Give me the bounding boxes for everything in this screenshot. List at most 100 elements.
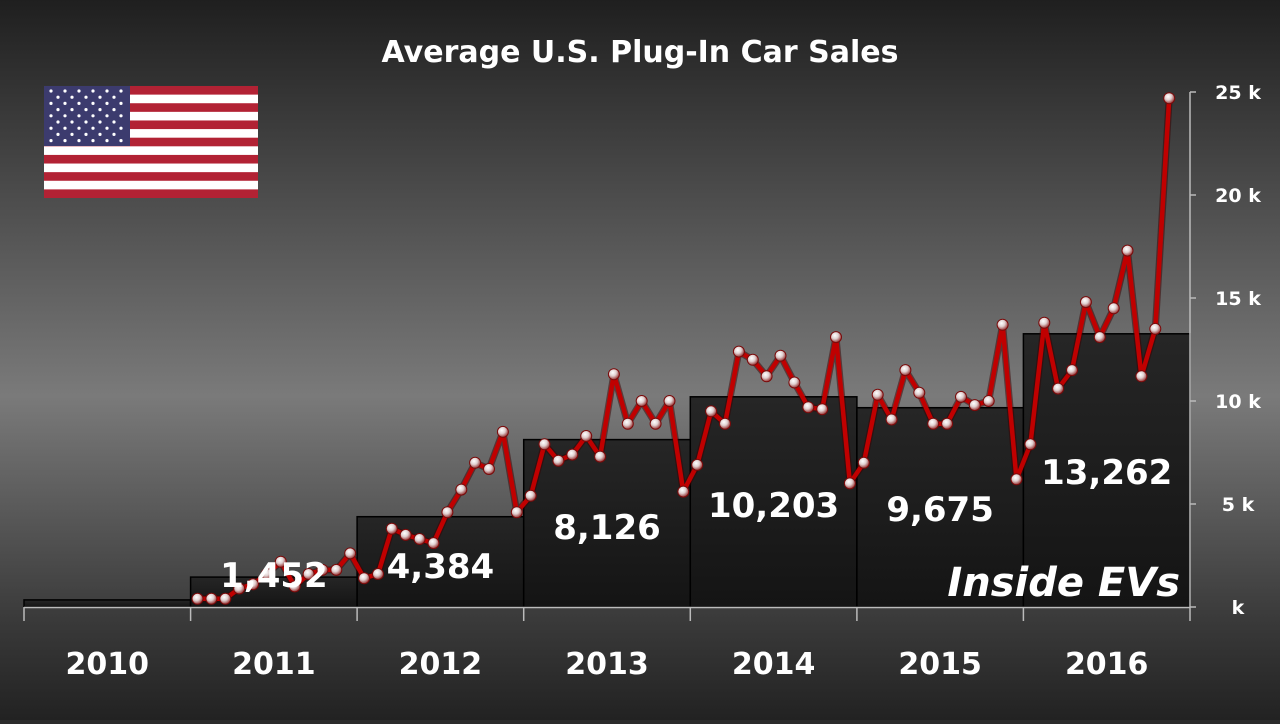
monthly-sales-point [1024, 438, 1037, 451]
monthly-sales-point [941, 417, 954, 430]
monthly-sales-point [1135, 370, 1148, 383]
axes: 2010 2011 2012 2013 2014 2015 2016 k 5 k 10 k 15 k… [23, 82, 1261, 682]
monthly-sales-point [816, 403, 829, 416]
monthly-sales-point [496, 425, 509, 438]
monthly-sales-point [219, 592, 232, 605]
monthly-sales-point [566, 448, 579, 461]
monthly-sales-point [746, 353, 759, 366]
monthly-sales-point [385, 522, 398, 535]
monthly-sales-point [732, 345, 745, 358]
monthly-sales-point [1052, 382, 1065, 395]
monthly-sales-point [677, 485, 690, 498]
y-tick-label: 20 k [1215, 185, 1261, 207]
monthly-sales-point [982, 395, 995, 407]
monthly-sales-point [413, 533, 426, 545]
monthly-sales-point [719, 417, 731, 430]
monthly-sales-point [316, 563, 329, 576]
monthly-sales-point [913, 386, 926, 399]
bar-2010 [23, 599, 192, 608]
x-tick-label-2016: 2016 [1065, 647, 1149, 682]
monthly-sales-point [483, 463, 495, 475]
us-flag-icon [44, 86, 258, 198]
monthly-sales-point [635, 395, 648, 407]
x-tick-label-2012: 2012 [399, 647, 483, 682]
monthly-sales-point [857, 456, 870, 469]
monthly-sales-point [260, 568, 273, 580]
monthly-sales-point [191, 592, 204, 605]
monthly-sales-point [205, 592, 218, 605]
monthly-sales-point [871, 388, 884, 401]
monthly-sales-point [774, 349, 787, 362]
monthly-sales-point [1093, 331, 1106, 344]
bar-2016 [1022, 333, 1191, 608]
monthly-sales-point [621, 417, 634, 430]
monthly-sales-point [788, 376, 801, 389]
bar-data-label-2015: 9,675 [886, 490, 994, 530]
monthly-sales-point [358, 572, 371, 585]
monthly-sales-point [1121, 244, 1134, 257]
monthly-sales-point [691, 458, 704, 471]
monthly-sales-point [427, 537, 440, 550]
x-tick-label-2011: 2011 [232, 647, 316, 682]
monthly-sales-point [996, 318, 1009, 331]
x-tick-label-2014: 2014 [732, 647, 816, 682]
y-tick-label: 25 k [1215, 82, 1261, 104]
monthly-sales-point [580, 430, 593, 442]
monthly-sales-point [1010, 473, 1023, 486]
monthly-sales-point [1149, 322, 1162, 335]
monthly-sales-point [469, 456, 482, 469]
watermark-logo: Inside EVs [947, 560, 1180, 606]
monthly-sales-point [524, 489, 537, 502]
bar-data-label-2016: 13,262 [1041, 453, 1172, 493]
monthly-sales-point [372, 568, 384, 580]
monthly-sales-point [233, 582, 246, 595]
monthly-sales-point [594, 450, 607, 463]
monthly-sales-point [663, 395, 676, 407]
monthly-sales-point [247, 578, 259, 591]
monthly-sales-point [927, 417, 940, 430]
monthly-sales-point [1163, 92, 1176, 105]
monthly-sales-point [510, 506, 523, 519]
x-tick-label-2013: 2013 [565, 647, 649, 682]
x-tick-label-2010: 2010 [66, 647, 150, 682]
monthly-sales-point [899, 364, 912, 377]
monthly-sales-line [191, 92, 1176, 605]
x-tick-label-2015: 2015 [898, 647, 982, 682]
bar-data-label-2012: 4,384 [387, 547, 495, 587]
bar-data-label-2014: 10,203 [708, 486, 839, 526]
monthly-sales-point [802, 401, 815, 414]
y-tick-label: k [1232, 597, 1245, 619]
bar-data-label-2011: 1,452 [220, 556, 328, 596]
monthly-sales-point [1079, 296, 1092, 309]
monthly-sales-point [1107, 302, 1120, 315]
y-tick-label: 5 k [1222, 494, 1255, 516]
y-tick-label: 15 k [1215, 288, 1261, 310]
monthly-sales-point [399, 528, 412, 541]
monthly-sales-point [955, 390, 967, 403]
monthly-sales-point [302, 568, 315, 580]
monthly-sales-point [843, 477, 856, 490]
bar-data-label-2013: 8,126 [553, 508, 661, 548]
monthly-sales-point [1066, 364, 1078, 377]
monthly-sales-point [885, 413, 898, 426]
monthly-sales-point [330, 563, 343, 576]
monthly-sales-point [1038, 316, 1051, 329]
monthly-sales-point [552, 454, 565, 467]
monthly-sales-point [344, 547, 357, 560]
monthly-sales-point [968, 399, 981, 412]
monthly-sales-point [274, 555, 287, 568]
monthly-sales-point [455, 483, 468, 496]
monthly-sales-point [649, 417, 662, 430]
bar-data-labels: 1,452 4,384 8,126 10,203 9,675 13,262 [220, 453, 1172, 596]
chart-title: Average U.S. Plug-In Car Sales [382, 35, 899, 70]
monthly-sales-point [538, 438, 551, 451]
monthly-sales-point [441, 506, 454, 519]
monthly-sales-point [288, 580, 301, 593]
monthly-sales-point [760, 370, 773, 383]
y-tick-label: 10 k [1215, 391, 1261, 413]
monthly-sales-point [830, 331, 842, 344]
monthly-sales-point [607, 368, 620, 381]
monthly-sales-point [705, 405, 718, 418]
